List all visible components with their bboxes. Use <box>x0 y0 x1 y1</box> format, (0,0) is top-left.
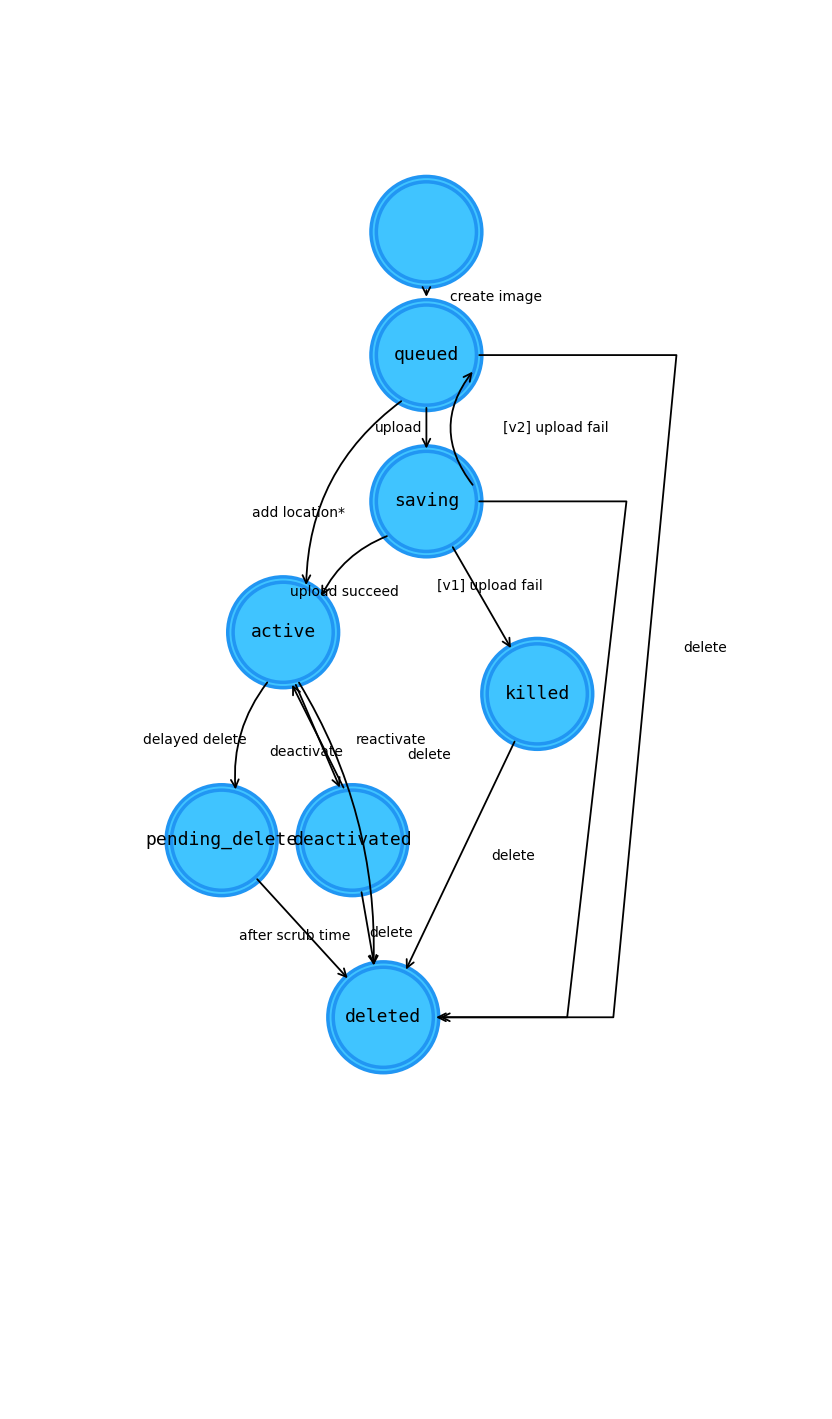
Text: deactivated: deactivated <box>293 832 413 849</box>
Text: [v2] upload fail: [v2] upload fail <box>503 421 609 436</box>
Circle shape <box>371 299 482 410</box>
Circle shape <box>376 305 477 406</box>
Circle shape <box>328 962 438 1073</box>
Circle shape <box>171 790 271 890</box>
Text: add location*: add location* <box>252 507 345 519</box>
Circle shape <box>482 639 592 749</box>
Text: saving: saving <box>394 492 459 511</box>
Circle shape <box>488 644 587 744</box>
Text: reactivate: reactivate <box>356 734 426 746</box>
Text: pending_delete: pending_delete <box>146 832 298 850</box>
Text: upload: upload <box>375 421 423 436</box>
Circle shape <box>228 578 339 688</box>
Text: delayed delete: delayed delete <box>143 734 246 746</box>
Circle shape <box>371 176 482 287</box>
Text: [v1] upload fail: [v1] upload fail <box>437 579 542 593</box>
Text: deactivate: deactivate <box>270 745 344 759</box>
Circle shape <box>166 785 277 895</box>
Circle shape <box>297 785 408 895</box>
Text: after scrub time: after scrub time <box>239 929 350 944</box>
Circle shape <box>302 790 403 890</box>
Text: delete: delete <box>684 641 727 654</box>
Text: queued: queued <box>394 346 459 365</box>
Text: delete: delete <box>408 748 451 762</box>
Text: delete: delete <box>491 849 535 863</box>
Text: active: active <box>250 623 316 641</box>
Text: delete: delete <box>369 925 413 939</box>
Text: upload succeed: upload succeed <box>290 585 399 599</box>
Circle shape <box>233 582 334 683</box>
Circle shape <box>371 446 482 556</box>
Text: deleted: deleted <box>345 1009 421 1026</box>
Circle shape <box>334 968 433 1067</box>
Text: create image: create image <box>449 291 542 304</box>
Text: killed: killed <box>505 685 570 702</box>
Circle shape <box>376 451 477 552</box>
Circle shape <box>376 182 477 282</box>
